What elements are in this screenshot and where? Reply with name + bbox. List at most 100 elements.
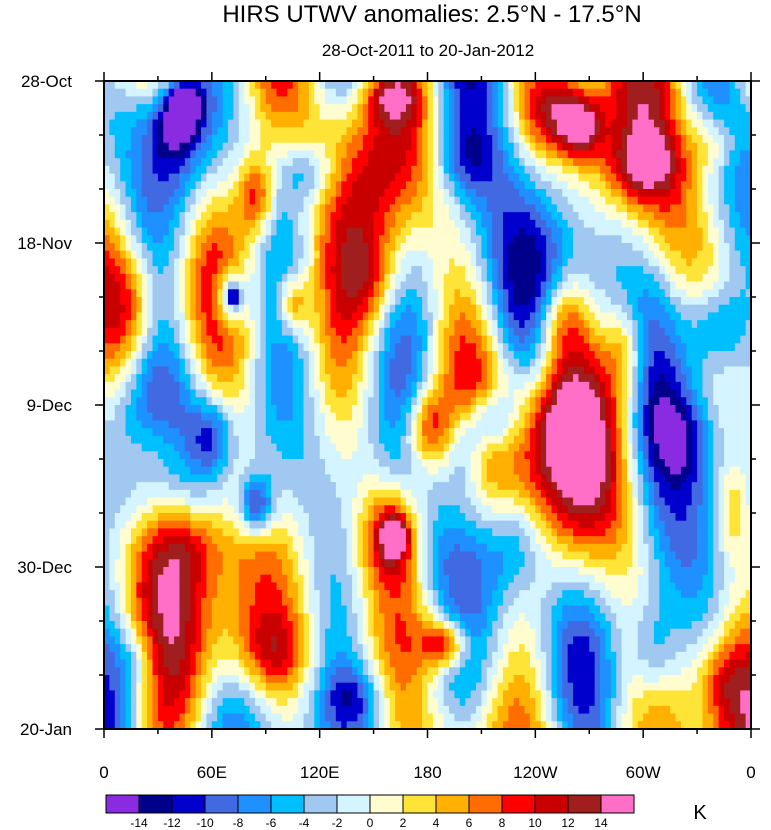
field-cell: [551, 389, 558, 398]
field-cell: [610, 243, 617, 252]
field-cell: [529, 312, 536, 321]
field-cell: [459, 189, 466, 198]
field-cell: [190, 281, 197, 290]
field-cell: [120, 219, 127, 229]
field-cell: [583, 88, 590, 98]
field-cell: [352, 281, 359, 290]
field-cell: [260, 158, 267, 167]
field-cell: [659, 250, 666, 260]
field-cell: [384, 374, 391, 383]
field-cell: [551, 289, 558, 298]
field-cell: [718, 335, 725, 344]
field-cell: [368, 104, 375, 113]
field-cell: [556, 258, 563, 267]
field-cell: [470, 243, 477, 252]
field-cell: [653, 173, 660, 182]
field-cell: [120, 204, 127, 213]
field-cell: [529, 204, 536, 213]
field-cell: [583, 374, 590, 383]
field-cell: [114, 281, 121, 290]
field-cell: [233, 312, 240, 321]
field-cell: [734, 181, 741, 190]
field-cell: [141, 96, 148, 105]
field-cell: [659, 327, 666, 337]
field-cell: [389, 312, 396, 321]
field-cell: [368, 212, 375, 221]
field-cell: [179, 243, 186, 252]
field-cell: [352, 243, 359, 252]
field-cell: [168, 320, 175, 329]
field-cell: [260, 165, 267, 175]
field-cell: [190, 204, 197, 213]
field-cell: [276, 142, 283, 152]
field-cell: [378, 335, 385, 344]
field-cell: [605, 104, 612, 113]
field-cell: [389, 81, 396, 90]
field-cell: [141, 235, 148, 244]
field-cell: [686, 351, 693, 360]
field-cell: [384, 127, 391, 136]
field-cell: [389, 297, 396, 306]
field-cell: [249, 88, 256, 98]
field-cell: [605, 235, 612, 244]
field-cell: [567, 250, 574, 260]
field-cell: [594, 320, 601, 329]
field-cell: [713, 212, 720, 221]
field-cell: [228, 381, 234, 391]
field-cell: [244, 374, 251, 383]
field-cell: [147, 127, 154, 136]
field-cell: [422, 165, 429, 175]
field-cell: [163, 96, 170, 105]
field-cell: [319, 389, 326, 398]
field-cell: [125, 366, 132, 375]
field-cell: [319, 351, 326, 360]
field-cell: [556, 327, 563, 337]
field-cell: [486, 219, 493, 229]
field-cell: [616, 212, 623, 221]
field-cell: [114, 320, 121, 329]
field-cell: [519, 96, 526, 105]
field-cell: [405, 250, 412, 260]
field-cell: [492, 127, 499, 136]
field-cell: [141, 189, 148, 198]
field-cell: [481, 343, 488, 352]
field-cell: [454, 327, 461, 337]
field-cell: [249, 335, 256, 344]
field-cell: [384, 343, 391, 352]
field-cell: [114, 135, 121, 144]
field-cell: [562, 127, 569, 136]
field-cell: [335, 358, 342, 368]
field-cell: [352, 258, 359, 267]
field-cell: [492, 343, 499, 352]
field-cell: [454, 212, 461, 221]
field-cell: [206, 189, 213, 198]
field-cell: [276, 304, 283, 314]
field-cell: [626, 351, 633, 360]
field-cell: [411, 312, 418, 321]
field-cell: [184, 212, 191, 221]
field-cell: [670, 343, 677, 352]
field-cell: [745, 389, 752, 398]
field-cell: [594, 119, 601, 128]
field-cell: [120, 243, 127, 252]
field-cell: [384, 381, 391, 391]
field-cell: [567, 150, 574, 159]
field-cell: [249, 304, 256, 314]
field-cell: [298, 204, 305, 213]
field-cell: [740, 366, 747, 375]
field-cell: [502, 397, 509, 406]
field-cell: [702, 158, 709, 167]
field-cell: [389, 150, 396, 159]
field-cell: [653, 165, 660, 175]
field-cell: [395, 219, 402, 229]
field-cell: [400, 181, 407, 190]
field-cell: [697, 289, 704, 298]
field-cell: [152, 366, 159, 375]
field-cell: [519, 127, 526, 136]
field-cell: [573, 374, 580, 383]
field-cell: [616, 258, 623, 267]
field-cell: [341, 104, 348, 113]
field-cell: [492, 96, 499, 105]
field-cell: [594, 158, 601, 167]
field-cell: [707, 250, 714, 260]
